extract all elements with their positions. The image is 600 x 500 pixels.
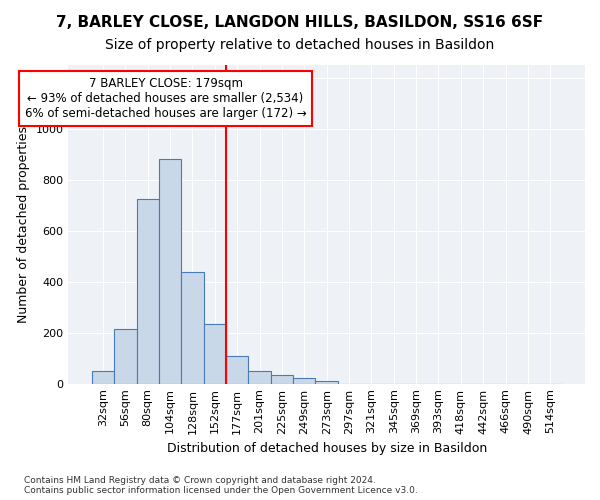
Text: Size of property relative to detached houses in Basildon: Size of property relative to detached ho… (106, 38, 494, 52)
X-axis label: Distribution of detached houses by size in Basildon: Distribution of detached houses by size … (167, 442, 487, 455)
Bar (248, 372, 271, 384)
Bar (159, 160, 181, 384)
Text: 7 BARLEY CLOSE: 179sqm
← 93% of detached houses are smaller (2,534)
6% of semi-d: 7 BARLEY CLOSE: 179sqm ← 93% of detached… (25, 76, 307, 120)
Bar (137, 199, 159, 384)
Y-axis label: Number of detached properties: Number of detached properties (17, 126, 30, 323)
Bar (226, 356, 248, 384)
Bar (114, 329, 137, 384)
Text: 7, BARLEY CLOSE, LANGDON HILLS, BASILDON, SS16 6SF: 7, BARLEY CLOSE, LANGDON HILLS, BASILDON… (56, 15, 544, 30)
Bar (293, 378, 316, 384)
Bar (203, 324, 226, 384)
Bar (92, 371, 114, 384)
Bar (181, 272, 203, 384)
Bar (271, 375, 293, 384)
Bar (316, 381, 338, 384)
Text: Contains HM Land Registry data © Crown copyright and database right 2024.
Contai: Contains HM Land Registry data © Crown c… (24, 476, 418, 495)
